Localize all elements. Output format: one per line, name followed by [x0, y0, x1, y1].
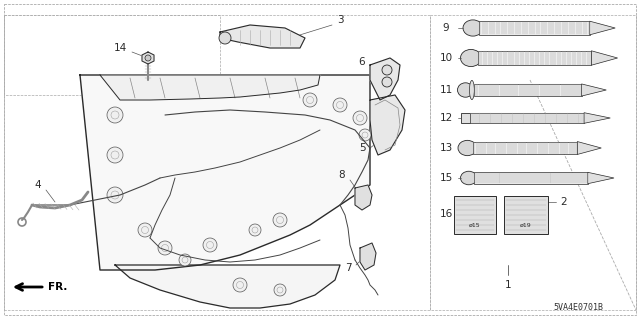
Polygon shape [80, 75, 370, 270]
Ellipse shape [458, 83, 474, 97]
Text: 7: 7 [345, 263, 351, 273]
Text: 2: 2 [561, 197, 567, 207]
Polygon shape [582, 84, 606, 96]
Polygon shape [588, 172, 614, 184]
Text: FR.: FR. [48, 282, 67, 292]
Circle shape [333, 98, 347, 112]
Polygon shape [360, 243, 376, 270]
Text: ø19: ø19 [520, 222, 532, 227]
Text: 13: 13 [440, 143, 452, 153]
Text: 1: 1 [505, 280, 511, 290]
Text: ø15: ø15 [469, 222, 481, 227]
Ellipse shape [463, 20, 483, 36]
Circle shape [145, 55, 151, 61]
Circle shape [359, 129, 371, 141]
Circle shape [138, 223, 152, 237]
Polygon shape [142, 52, 154, 64]
Bar [474, 142, 577, 154]
Polygon shape [355, 185, 372, 210]
Bar [470, 113, 584, 123]
Text: 16: 16 [440, 209, 452, 219]
Text: 9: 9 [443, 23, 449, 33]
Text: 8: 8 [339, 170, 346, 180]
Polygon shape [591, 51, 618, 65]
Circle shape [107, 147, 123, 163]
Text: 10: 10 [440, 53, 452, 63]
Ellipse shape [461, 171, 477, 185]
Text: 3: 3 [337, 15, 343, 25]
Text: 12: 12 [440, 113, 452, 123]
Polygon shape [370, 95, 405, 155]
Circle shape [273, 213, 287, 227]
Text: 4: 4 [35, 180, 42, 190]
Ellipse shape [461, 49, 481, 67]
Bar [479, 21, 589, 35]
Polygon shape [220, 25, 305, 48]
Polygon shape [589, 21, 615, 35]
Circle shape [179, 254, 191, 266]
Ellipse shape [470, 80, 474, 100]
Bar [454, 196, 496, 234]
Circle shape [203, 238, 217, 252]
Bar [474, 84, 582, 96]
Circle shape [274, 284, 286, 296]
Circle shape [303, 93, 317, 107]
Circle shape [233, 278, 247, 292]
Text: 5VA4E0701B: 5VA4E0701B [553, 303, 603, 313]
Bar [474, 172, 588, 184]
Circle shape [249, 224, 261, 236]
Bar [461, 113, 470, 123]
Polygon shape [100, 75, 320, 100]
Text: 11: 11 [440, 85, 452, 95]
Bar [504, 196, 548, 234]
Circle shape [158, 241, 172, 255]
Circle shape [107, 107, 123, 123]
Ellipse shape [458, 140, 477, 156]
Circle shape [107, 187, 123, 203]
Circle shape [382, 77, 392, 87]
Polygon shape [577, 142, 602, 154]
Polygon shape [115, 265, 340, 308]
Text: 6: 6 [358, 57, 365, 67]
Circle shape [382, 65, 392, 75]
Text: 5: 5 [358, 143, 365, 153]
Text: 15: 15 [440, 173, 452, 183]
Circle shape [219, 32, 231, 44]
Bar [477, 51, 591, 65]
Polygon shape [584, 113, 611, 123]
Polygon shape [370, 58, 400, 100]
Text: 14: 14 [113, 43, 127, 53]
Circle shape [353, 111, 367, 125]
